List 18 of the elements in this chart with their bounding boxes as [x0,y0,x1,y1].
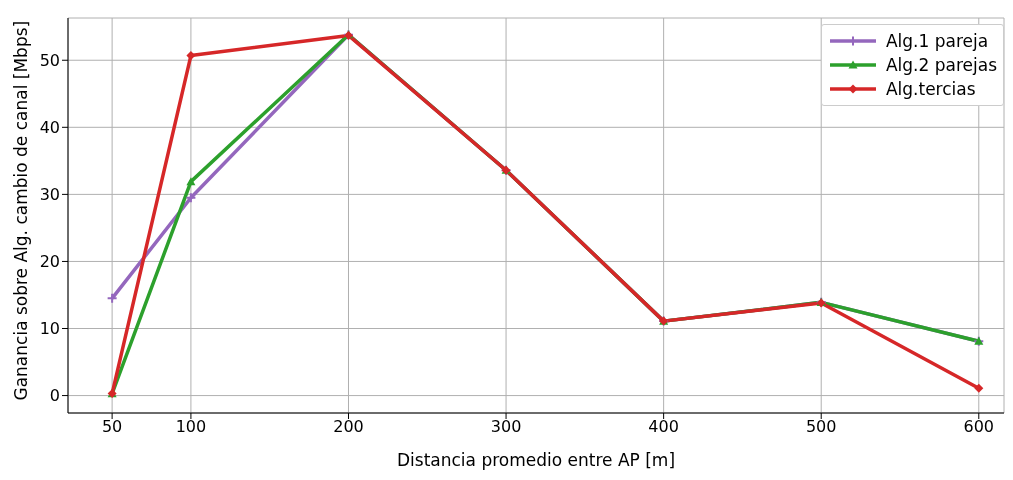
legend-label: Alg.1 pareja [885,30,989,53]
x-tick-label: 50 [101,417,123,437]
y-tick-label: 0 [49,386,60,406]
y-axis-title: Ganancia sobre Alg. cambio de canal [Mbps] [11,20,32,401]
legend-label: Alg.tercias [885,78,976,101]
x-axis-title: Distancia promedio entre AP [m] [396,450,676,470]
y-tick-label: 20 [39,252,60,272]
x-tick-label: 300 [490,417,522,437]
y-tick-label: 10 [39,319,60,339]
y-tick-label: 40 [39,117,60,137]
x-tick-label: 500 [805,417,837,437]
x-tick-label: 400 [648,417,679,437]
x-tick-label: 200 [333,417,364,437]
legend-label: Alg.2 parejas [885,54,997,77]
y-tick-label: 30 [39,185,60,205]
x-tick-label: 600 [963,417,995,437]
x-tick-label: 100 [175,417,207,437]
y-tick-label: 50 [39,50,60,70]
